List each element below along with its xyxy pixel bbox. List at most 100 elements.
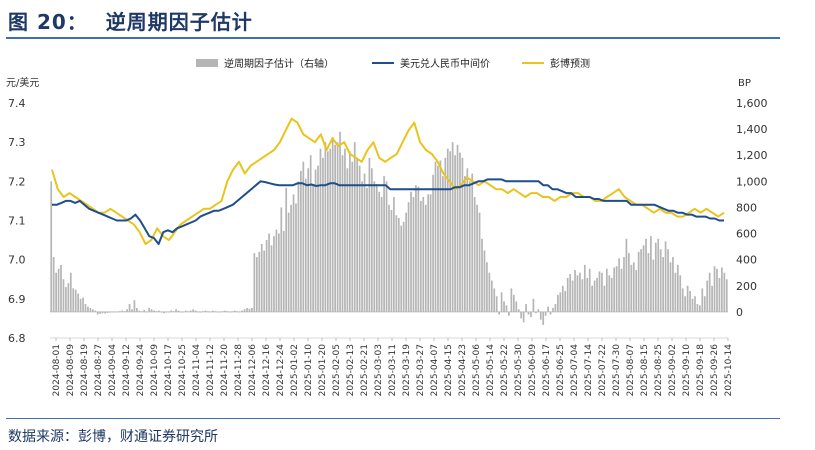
bar [659,249,662,312]
bar [517,309,520,312]
x-tick-label: 2025-02-13 [346,344,356,396]
right-axis-tick: 1,000 [736,175,768,188]
bar [229,311,231,313]
bar [143,309,146,312]
x-tick-label: 2025-07-14 [584,344,594,397]
x-tick-label: 2025-07-04 [570,344,580,397]
bar [569,274,571,312]
bar [87,306,89,312]
x-tick-label: 2024-11-20 [220,344,230,397]
bar [476,204,478,312]
bar [277,233,280,312]
bar [694,296,696,312]
bar [613,267,616,312]
bar [628,253,630,312]
line-bloomberg-forecast [51,117,725,245]
bar [111,311,114,313]
bar [238,311,241,313]
x-tick-label: 2025-03-11 [388,344,398,396]
bar [121,310,124,312]
bar [525,304,527,312]
bar [640,249,642,312]
bar [508,311,510,316]
bar [698,305,701,312]
left-axis-tick: 7.2 [8,175,26,188]
bar [713,266,716,312]
bar [718,277,721,312]
bar [471,173,474,312]
x-tick-label: 2025-02-05 [332,344,342,396]
bar [72,288,75,312]
bar [260,244,263,312]
bar [314,169,317,312]
bar [344,148,346,312]
bar [630,264,633,312]
bar [691,298,694,312]
x-tick-label: 2024-11-28 [234,344,244,397]
x-tick-label: 2024-10-09 [150,344,160,397]
bar [60,264,62,312]
bar [684,296,687,312]
left-axis-tick: 6.9 [8,293,26,306]
right-axis-tick: 200 [736,280,757,293]
bar [647,253,650,312]
bar [605,268,608,312]
bar [373,181,376,312]
axis-labels: 6.8 6.9 7.0 7.1 7.2 7.3 7.4 0 200 400 600 800 1,000 1… [6,76,768,396]
x-tick-label: 2025-03-19 [402,344,412,397]
bar [520,311,523,319]
x-tick-label: 2025-04-15 [444,344,454,396]
left-axis-tick: 7.0 [8,254,26,267]
x-tick-label: 2025-03-03 [374,344,384,396]
bar [331,136,334,312]
bar [539,311,542,320]
bar [407,202,410,312]
bar [579,272,581,312]
bar [62,279,65,312]
bar [429,194,432,312]
bar [552,307,554,312]
bar [55,272,57,312]
bar [204,310,207,312]
bar [140,311,143,312]
bar [189,310,192,312]
bar [358,165,361,312]
bar [368,157,371,312]
bottom-divider [6,418,780,419]
bar [199,311,202,313]
right-axis-label: BP [738,78,751,89]
x-tick-label: 2024-10-25 [178,344,188,396]
bar [380,197,383,312]
bar [723,272,726,312]
bar [490,280,493,312]
x-tick-label: 2025-07-22 [598,344,608,396]
bar [395,215,398,312]
bar [554,304,557,312]
bar [586,277,589,312]
bar [300,170,302,312]
bar [623,257,625,312]
bar [138,310,141,312]
x-tick-label: 2025-08-07 [626,344,636,396]
bar [486,262,488,312]
source-note: 数据来源：彭博，财通证券研究所 [8,429,218,445]
chart: 6.8 6.9 7.0 7.1 7.2 7.3 7.4 0 200 400 600 800 1,000 1… [6,57,768,396]
bar [652,259,655,312]
x-tick-label: 2024-09-12 [122,344,132,396]
bar [503,301,505,312]
bar [532,298,535,312]
bar [725,279,728,312]
x-tick-label: 2025-08-15 [640,344,650,396]
bar [566,277,569,312]
bar [667,249,669,312]
bar [148,307,150,312]
bar [57,268,60,312]
bar [94,310,97,312]
bar [561,285,564,312]
x-tick-label: 2025-04-07 [430,344,440,396]
bar [674,272,677,312]
bar [106,311,109,313]
bar [689,291,691,312]
bar [91,309,94,312]
bar [348,151,351,312]
